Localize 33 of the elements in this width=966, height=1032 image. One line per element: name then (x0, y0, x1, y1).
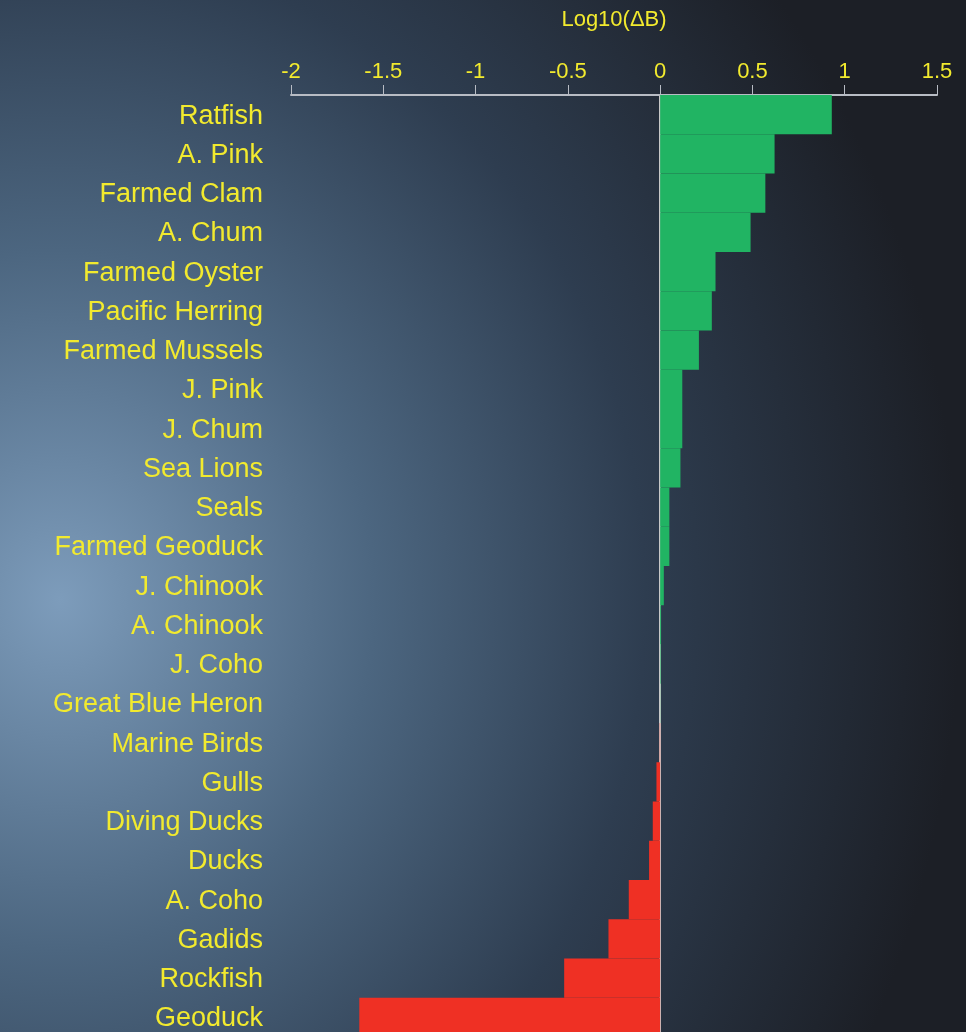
x-axis-title: Log10(ΔB) (561, 5, 667, 31)
y-tick-label: Ducks (187, 845, 263, 876)
y-tick-label: Farmed Geoduck (54, 531, 264, 562)
y-tick-label: J. Chinook (135, 570, 264, 601)
y-tick-label: J. Coho (169, 649, 263, 680)
y-tick-label: A. Pink (177, 138, 264, 169)
x-tick-label: -1.5 (364, 57, 403, 83)
y-tick-label: Farmed Clam (99, 178, 263, 209)
y-tick-label: Diving Ducks (105, 806, 263, 837)
y-tick-label: Sea Lions (142, 452, 263, 483)
y-tick-label: Rockfish (159, 963, 263, 994)
y-tick-label: Farmed Oyster (82, 256, 263, 287)
x-tick-label: 1 (838, 57, 851, 83)
y-tick-label: A. Chum (157, 217, 263, 248)
y-tick-label: J. Chum (162, 413, 263, 444)
y-tick-label: Gulls (201, 766, 263, 797)
y-tick-label: A. Coho (165, 884, 263, 915)
y-tick-label: Ratfish (178, 99, 263, 130)
y-tick-label: Seals (195, 492, 263, 523)
x-tick-label: 1.5 (921, 57, 953, 83)
x-tick-label: -1 (465, 57, 486, 83)
y-tick-label: Pacific Herring (87, 295, 263, 326)
x-tick-label: 0.5 (737, 57, 768, 83)
y-tick-label: Geoduck (154, 1002, 264, 1032)
y-tick-label: J. Pink (181, 374, 264, 405)
y-tick-label: Great Blue Heron (52, 688, 263, 719)
y-tick-label: Gadids (177, 923, 263, 954)
y-tick-label: Marine Birds (111, 727, 263, 758)
y-tick-label: A. Chinook (130, 609, 264, 640)
x-tick-label: -0.5 (548, 57, 587, 83)
y-tick-label: Farmed Mussels (63, 335, 263, 366)
x-tick-label: -2 (281, 57, 301, 83)
x-tick-label: 0 (654, 57, 667, 83)
